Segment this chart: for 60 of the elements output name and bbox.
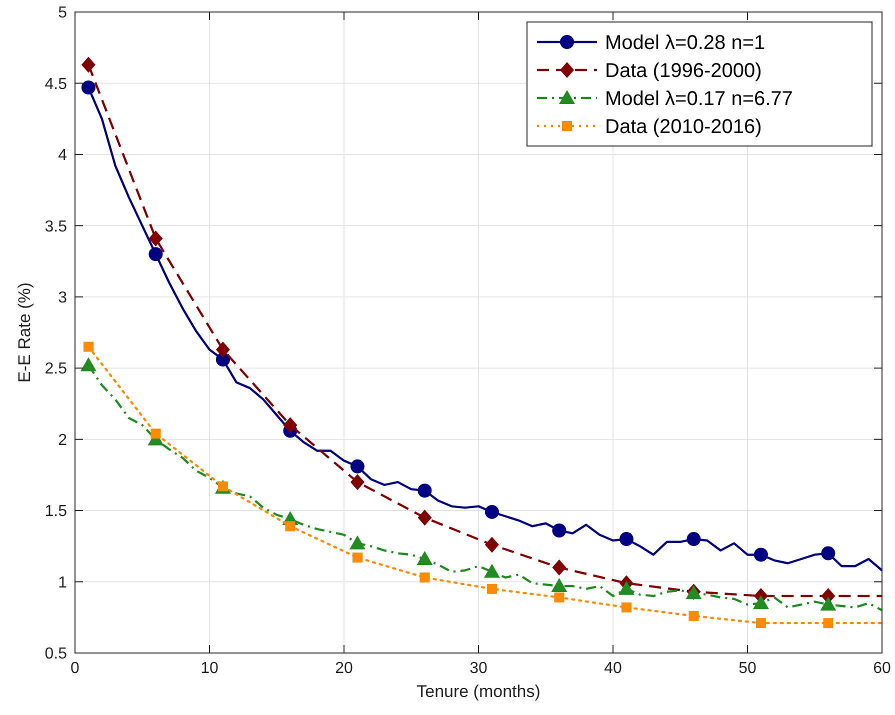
- y-tick-label: 3: [58, 289, 68, 306]
- y-axis-title: E-E Rate (%): [15, 282, 34, 383]
- point: [554, 592, 564, 602]
- legend-label: Data (1996-2000): [605, 60, 762, 82]
- point: [83, 342, 94, 352]
- x-tick-label: 10: [200, 660, 218, 677]
- y-tick-label: 4.5: [44, 76, 68, 93]
- point: [621, 602, 632, 612]
- x-tick-label: 20: [335, 660, 353, 677]
- point: [821, 546, 836, 560]
- y-tick-label: 0.5: [44, 646, 68, 663]
- point: [756, 618, 766, 628]
- point: [80, 357, 96, 372]
- point: [216, 342, 230, 358]
- x-tick-label: 40: [604, 660, 622, 677]
- point: [420, 572, 430, 583]
- y-tick-label: 1.5: [44, 503, 68, 520]
- y-tick-label: 1: [58, 574, 68, 592]
- point: [484, 564, 500, 578]
- point: [619, 532, 634, 546]
- point: [484, 504, 499, 519]
- point: [148, 230, 163, 246]
- x-tick-label: 0: [70, 660, 80, 677]
- y-tick-label: 2: [58, 432, 68, 449]
- y-tick-label: 3.5: [44, 218, 68, 236]
- x-axis-title: Tenure (months): [416, 682, 540, 701]
- point: [484, 536, 499, 553]
- point: [551, 578, 568, 592]
- point: [820, 596, 836, 611]
- point: [285, 521, 296, 532]
- y-tick-label: 4: [58, 147, 68, 164]
- point: [552, 560, 566, 576]
- point: [823, 618, 834, 628]
- point: [686, 532, 701, 546]
- legend-label: Data (2010-2016): [605, 116, 762, 138]
- point: [416, 550, 433, 565]
- y-tick-label: 2.5: [44, 360, 68, 378]
- point: [486, 584, 497, 594]
- point: [352, 552, 362, 563]
- x-tick-label: 50: [738, 660, 756, 677]
- point: [350, 474, 364, 490]
- point: [81, 56, 96, 73]
- point: [349, 535, 366, 550]
- point: [752, 595, 769, 610]
- point: [688, 610, 699, 621]
- point: [418, 510, 432, 526]
- point: [754, 548, 768, 562]
- y-tick-label: 5: [58, 4, 68, 22]
- x-tick-label: 30: [470, 660, 488, 677]
- point: [552, 524, 566, 538]
- legend-label: Model λ=0.17 n=6.77: [605, 88, 793, 110]
- point: [148, 247, 163, 262]
- x-tick-label: 60: [873, 660, 891, 677]
- point: [418, 484, 432, 498]
- legend-label: Model λ=0.28 n=1: [605, 32, 766, 54]
- point: [150, 428, 161, 439]
- point: [350, 459, 364, 474]
- point: [81, 80, 96, 94]
- point: [618, 580, 634, 595]
- point: [283, 417, 298, 434]
